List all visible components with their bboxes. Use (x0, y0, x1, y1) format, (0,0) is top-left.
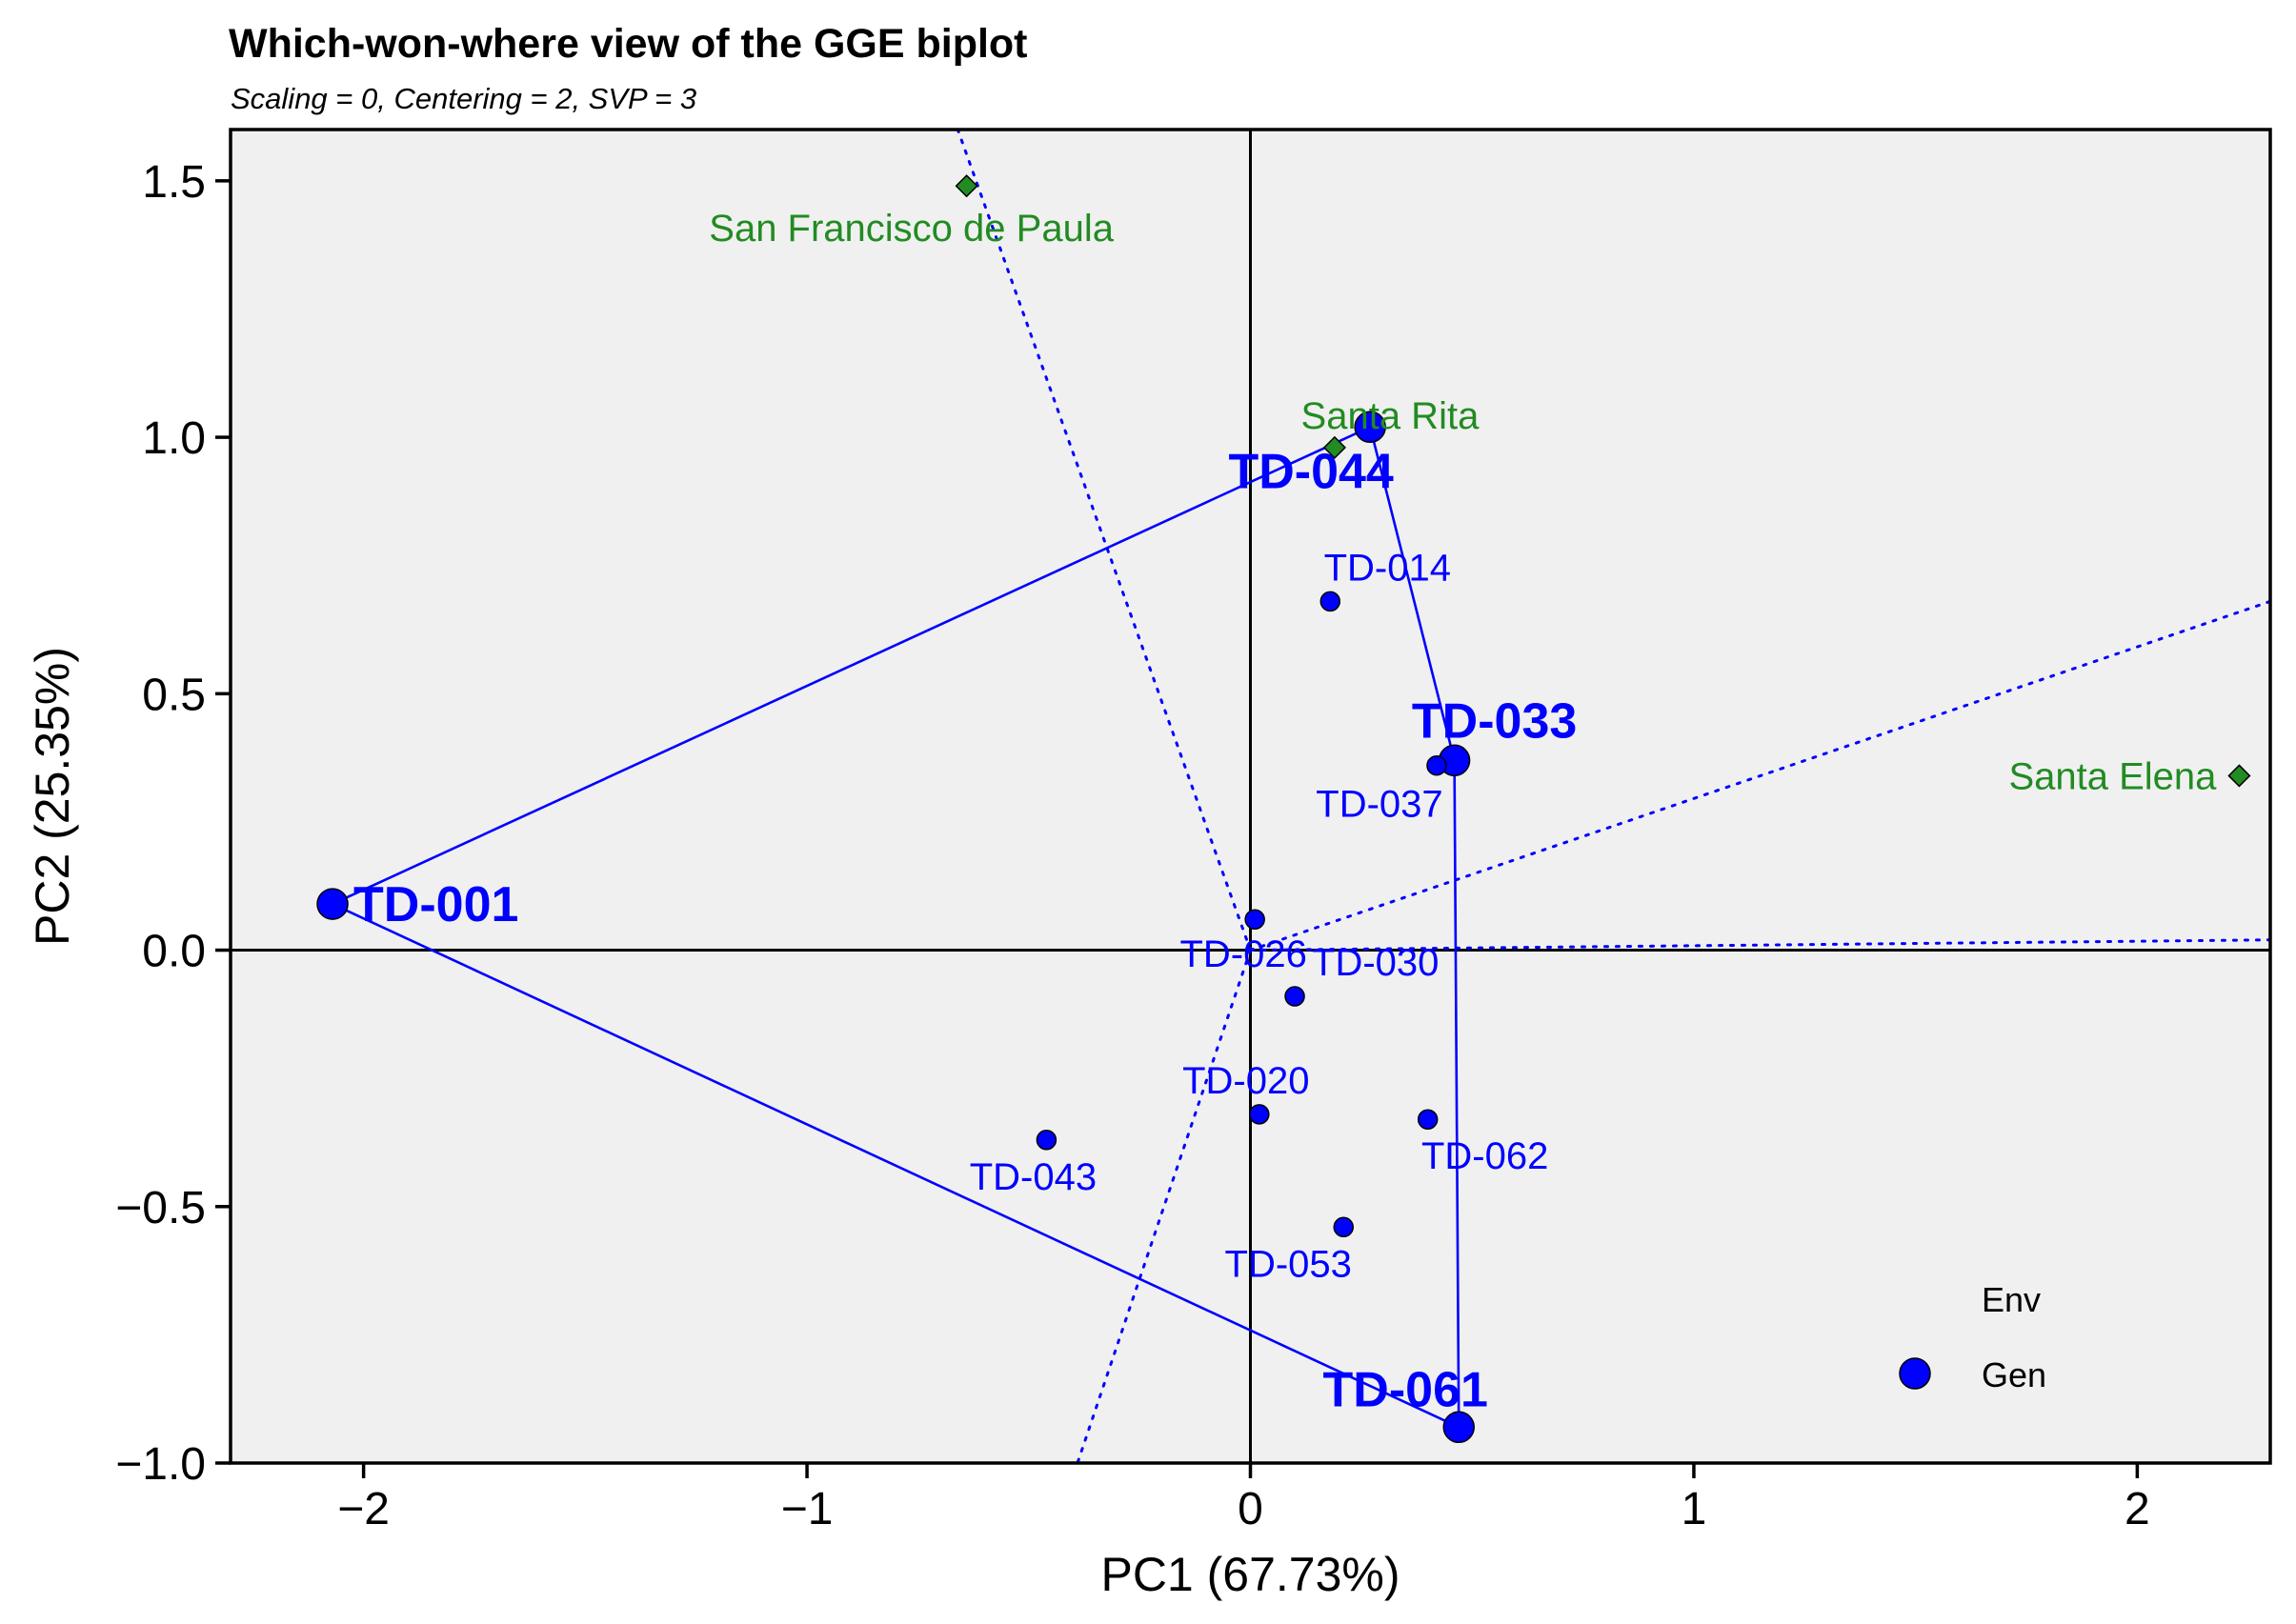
vertex-genotype-point (1442, 1411, 1476, 1444)
genotype-point (1426, 754, 1447, 776)
x-tick-label: 1 (1682, 1484, 1707, 1534)
genotype-point (1249, 1104, 1270, 1125)
x-tick-label: −1 (781, 1484, 834, 1534)
genotype-label: TD-061 (1323, 1362, 1488, 1417)
genotype-label: TD-044 (1228, 444, 1393, 499)
y-tick-label: 0.0 (142, 927, 206, 977)
genotype-point (1319, 591, 1341, 612)
genotype-label: TD-030 (1312, 942, 1439, 984)
genotype-point (1036, 1130, 1057, 1151)
genotype-label: TD-033 (1412, 693, 1577, 749)
x-axis-label: PC1 (67.73%) (1100, 1548, 1400, 1601)
environment-marker (1322, 435, 1346, 459)
genotype-label: TD-001 (353, 877, 518, 932)
genotype-label: TD-014 (1324, 547, 1451, 589)
y-tick-label: 0.5 (142, 670, 206, 720)
environment-marker (2227, 764, 2251, 788)
genotype-label: TD-026 (1179, 933, 1306, 975)
x-tick-label: −2 (337, 1484, 390, 1534)
legend-key-gen (1899, 1357, 1931, 1390)
environment-marker (955, 174, 978, 198)
sector-ray-4 (1249, 938, 2270, 952)
legend-label-gen: Gen (1982, 1355, 2046, 1394)
genotype-point (1417, 1109, 1439, 1130)
y-tick-label: −0.5 (115, 1183, 206, 1233)
y-tick-label: −1.0 (115, 1439, 206, 1490)
chart-subtitle: Scaling = 0, Centering = 2, SVP = 3 (231, 82, 697, 115)
genotype-point (1284, 986, 1305, 1007)
genotype-point (1333, 1216, 1354, 1238)
sector-ray-1 (956, 130, 1252, 952)
genotype-label: TD-037 (1316, 784, 1442, 826)
genotype-point (1244, 909, 1265, 930)
sector-ray-2 (1076, 949, 1252, 1463)
x-tick-label: 2 (2125, 1484, 2150, 1534)
chart-title: Which-won-where view of the GGE biplot (229, 21, 1028, 67)
genotype-label: TD-020 (1182, 1060, 1309, 1102)
genotype-label: TD-062 (1421, 1135, 1548, 1177)
environment-label: Santa Elena (2008, 755, 2217, 797)
sector-ray-3 (1249, 599, 2270, 952)
genotype-label: TD-043 (970, 1156, 1097, 1198)
genotype-label: TD-053 (1225, 1243, 1352, 1285)
vertex-genotype-point (316, 888, 349, 920)
y-tick-label: 1.5 (142, 157, 206, 208)
y-axis-label: PC2 (25.35%) (26, 647, 79, 946)
y-tick-label: 1.0 (142, 413, 206, 464)
vertex-genotype-point (1354, 411, 1386, 444)
x-tick-label: 0 (1238, 1484, 1263, 1534)
legend-label-env: Env (1982, 1280, 2041, 1319)
environment-label: Santa Rita (1301, 395, 1480, 437)
environment-label: San Francisco de Paula (709, 208, 1114, 250)
